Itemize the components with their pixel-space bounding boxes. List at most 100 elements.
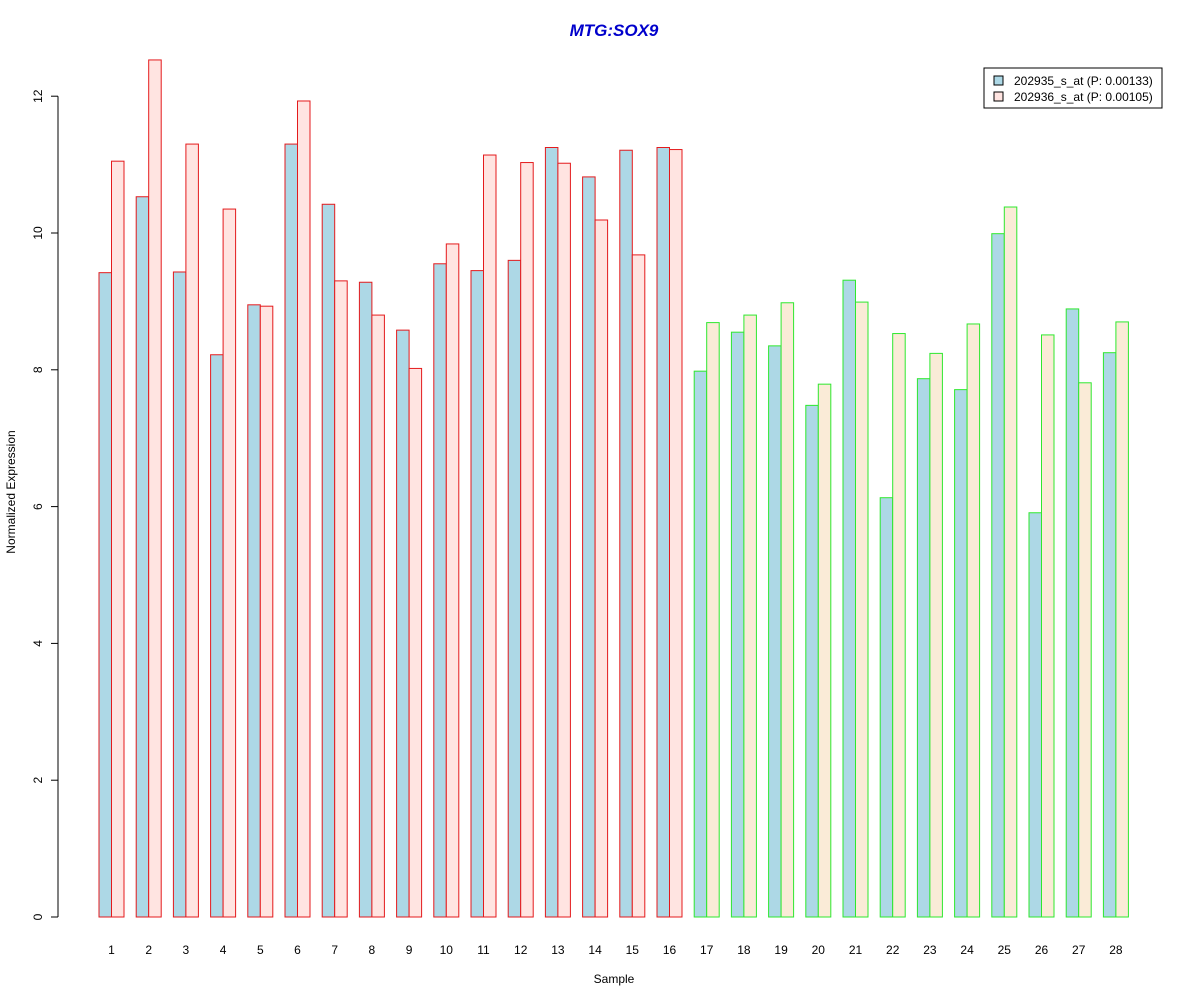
y-tick-label: 6 [31, 503, 45, 510]
x-tick-label: 10 [440, 943, 454, 957]
x-tick-label: 21 [849, 943, 863, 957]
x-axis-label: Sample [594, 972, 635, 986]
bar-series-1-sample-27 [1065, 308, 1080, 918]
bar-series-1-sample-28 [1102, 352, 1117, 918]
bar-series-1-sample-6 [284, 143, 298, 918]
legend-label-series-1: 202935_s_at (P: 0.00133) [1014, 74, 1153, 88]
y-tick-label: 2 [31, 777, 45, 784]
bar-series-1-sample-15 [619, 149, 633, 918]
x-tick-label: 18 [737, 943, 751, 957]
bar-series-2-sample-14 [594, 219, 609, 918]
legend: 202935_s_at (P: 0.00133) 202936_s_at (P:… [983, 67, 1163, 109]
bar-series-1-sample-9 [396, 329, 410, 918]
bar-series-1-sample-23 [916, 378, 931, 918]
bar-series-2-sample-28 [1115, 321, 1129, 918]
x-tick-label: 20 [812, 943, 826, 957]
bar-series-2-sample-11 [483, 154, 497, 918]
bar-series-2-sample-8 [371, 314, 385, 918]
bar-series-1-sample-20 [805, 404, 819, 918]
x-tick-label: 19 [774, 943, 788, 957]
bar-series-1-sample-18 [730, 331, 745, 918]
bar-series-2-sample-19 [780, 302, 795, 918]
y-tick-label: 0 [31, 913, 45, 920]
bar-series-1-sample-5 [247, 304, 261, 918]
x-tick-label: 1 [108, 943, 115, 957]
x-tick-label: 23 [923, 943, 937, 957]
x-tick-label: 15 [626, 943, 640, 957]
bar-series-2-sample-12 [520, 162, 534, 918]
bar-series-1-sample-17 [693, 370, 708, 918]
bar-series-2-sample-3 [185, 143, 199, 918]
bar-series-2-sample-17 [706, 322, 720, 918]
x-tick-label: 4 [220, 943, 227, 957]
bar-series-1-sample-22 [879, 497, 894, 918]
x-tick-label: 22 [886, 943, 900, 957]
bar-series-2-sample-4 [222, 208, 237, 918]
bar-series-1-sample-26 [1028, 512, 1042, 918]
bar-series-2-sample-13 [557, 162, 571, 918]
bar-series-1-sample-24 [954, 389, 968, 918]
bar-series-2-sample-20 [817, 383, 832, 918]
bar-series-2-sample-16 [669, 149, 683, 918]
bars-group [98, 59, 1129, 918]
y-axis: 0 2 4 6 8 10 12 [31, 89, 59, 920]
x-tick-label: 7 [331, 943, 338, 957]
bar-series-2-sample-27 [1078, 382, 1092, 918]
bar-series-1-sample-25 [991, 233, 1005, 918]
bar-series-2-sample-25 [1003, 206, 1018, 918]
bar-series-2-sample-24 [966, 323, 981, 918]
bar-series-1-sample-8 [358, 281, 373, 918]
x-tick-label: 11 [477, 943, 490, 957]
x-tick-label: 9 [406, 943, 413, 957]
x-tick-label: 27 [1072, 943, 1086, 957]
bar-series-1-sample-10 [433, 263, 447, 918]
legend-swatch-series-2 [993, 91, 1004, 102]
x-tick-label: 5 [257, 943, 264, 957]
x-tick-label: 26 [1035, 943, 1049, 957]
x-tick-label: 17 [700, 943, 714, 957]
bar-series-1-sample-21 [842, 279, 856, 918]
x-tick-label: 25 [998, 943, 1012, 957]
x-tick-label: 6 [294, 943, 301, 957]
bar-series-2-sample-26 [1041, 334, 1055, 918]
bar-series-2-sample-22 [892, 333, 906, 918]
y-tick-label: 8 [31, 366, 45, 373]
bar-series-2-sample-2 [148, 59, 162, 918]
bar-series-1-sample-14 [582, 176, 596, 918]
bar-series-2-sample-9 [408, 367, 423, 918]
legend-box [983, 67, 1163, 109]
x-tick-label: 24 [960, 943, 974, 957]
bar-series-2-sample-10 [445, 243, 460, 918]
bar-series-2-sample-1 [111, 160, 125, 918]
bar-series-2-sample-18 [743, 314, 757, 918]
x-tick-label: 12 [514, 943, 528, 957]
legend-label-series-2: 202936_s_at (P: 0.00105) [1014, 90, 1153, 104]
bar-series-2-sample-21 [855, 301, 869, 918]
x-tick-label: 13 [551, 943, 565, 957]
x-tick-labels: 1 2 3 4 5 6 7 8 9 10 11 12 13 14 15 16 17 18 19 20 21 22 23 24 2… [108, 943, 1123, 957]
x-tick-label: 8 [369, 943, 376, 957]
bar-series-1-sample-4 [210, 354, 224, 918]
bar-series-2-sample-23 [929, 352, 943, 918]
bar-series-1-sample-11 [470, 270, 484, 918]
y-tick-label: 10 [31, 226, 45, 240]
bar-series-1-sample-16 [656, 147, 670, 918]
bar-series-1-sample-19 [768, 345, 782, 918]
x-tick-label: 3 [183, 943, 190, 957]
x-tick-label: 16 [663, 943, 677, 957]
y-axis-label: Normalized Expression [4, 430, 18, 553]
bar-series-1-sample-12 [507, 259, 522, 918]
x-tick-label: 14 [588, 943, 602, 957]
bar-series-1-sample-7 [321, 203, 336, 918]
bar-series-2-sample-15 [631, 254, 646, 918]
y-tick-label: 12 [31, 89, 45, 103]
bar-series-1-sample-13 [544, 147, 559, 918]
bar-series-2-sample-5 [259, 305, 274, 918]
chart-title: MTG:SOX9 [570, 21, 659, 40]
bar-series-2-sample-6 [297, 100, 311, 918]
legend-swatch-series-1 [993, 75, 1004, 86]
bar-series-2-sample-7 [334, 280, 348, 918]
bar-series-1-sample-3 [172, 271, 187, 918]
